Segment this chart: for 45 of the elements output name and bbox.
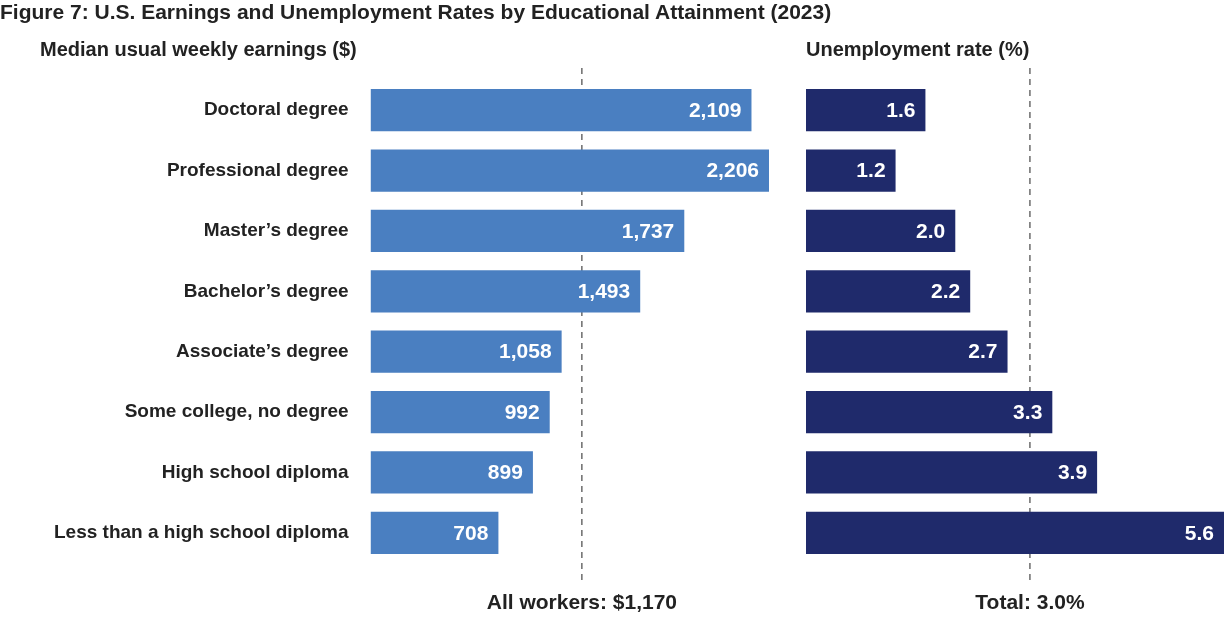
bar bbox=[806, 451, 1098, 494]
bar bbox=[806, 330, 1008, 373]
y-tick-label: Bachelor’s degree bbox=[183, 279, 349, 301]
data-label: 1,493 bbox=[577, 279, 631, 303]
bar bbox=[370, 390, 550, 434]
data-label: 1.6 bbox=[886, 97, 916, 121]
bar bbox=[370, 330, 562, 373]
data-label: 2.0 bbox=[916, 218, 946, 242]
y-tick-label: Master’s degree bbox=[203, 219, 349, 241]
data-label: 1.2 bbox=[856, 158, 886, 182]
data-label: 899 bbox=[487, 460, 523, 484]
ref-line-label: Total: 3.0% bbox=[975, 589, 1085, 613]
y-tick-label: Some college, no degree bbox=[124, 400, 349, 422]
bar bbox=[370, 209, 685, 253]
chart-title: Figure 7: U.S. Earnings and Unemployment Rates by Educational Attainment (2023) bbox=[0, 0, 833, 24]
ref-line-label: All workers: $1,170 bbox=[486, 589, 678, 613]
data-label: 2.7 bbox=[968, 339, 998, 363]
data-label: 992 bbox=[504, 399, 540, 423]
y-tick-label: Associate’s degree bbox=[176, 339, 349, 361]
bar bbox=[370, 511, 499, 554]
text: Median usual weekly earnings ($) bbox=[40, 37, 357, 60]
data-label: 1,737 bbox=[621, 218, 675, 242]
y-tick-label: Professional degree bbox=[166, 158, 349, 180]
bar bbox=[370, 149, 769, 192]
data-label: 2.2 bbox=[931, 279, 961, 303]
data-label: 3.3 bbox=[1013, 399, 1043, 423]
data-label: 2,206 bbox=[706, 158, 759, 182]
data-label: 5.6 bbox=[1184, 520, 1214, 544]
y-tick-label: High school diploma bbox=[161, 460, 349, 482]
bar bbox=[806, 390, 1053, 434]
data-label: 3.9 bbox=[1057, 460, 1088, 484]
bar bbox=[370, 451, 533, 494]
bar bbox=[806, 511, 1224, 554]
bar bbox=[370, 89, 752, 132]
bar bbox=[370, 270, 641, 313]
bar bbox=[806, 149, 896, 192]
bar bbox=[806, 209, 956, 253]
bar bbox=[806, 270, 971, 313]
y-tick-label: Doctoral degree bbox=[203, 98, 349, 120]
bar bbox=[806, 89, 926, 132]
data-label: 708 bbox=[453, 520, 489, 544]
data-label: 1,058 bbox=[499, 339, 552, 363]
data-label: 2,109 bbox=[688, 97, 742, 121]
chart-subtitle: Unemployment rate (%) bbox=[806, 37, 1030, 60]
y-tick-label: Less than a high school diploma bbox=[53, 521, 349, 543]
